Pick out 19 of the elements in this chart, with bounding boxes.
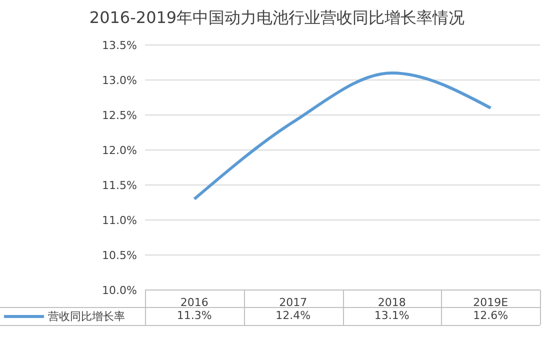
text: 12.4% bbox=[276, 309, 311, 322]
chart-title: 2016-2019年中国动力电池行业营收同比增长率情况 bbox=[88, 8, 466, 29]
legend-label: 营收同比增长率 bbox=[47, 309, 125, 325]
text: 12.6% bbox=[473, 309, 508, 322]
y-tick-label: 10.5% bbox=[102, 248, 137, 262]
y-tick-label: 12.0% bbox=[102, 144, 137, 157]
y-tick-label: 12.5% bbox=[102, 108, 137, 122]
line-series bbox=[192, 72, 492, 200]
text: 13.1% bbox=[374, 309, 410, 322]
y-tick-label: 13.0% bbox=[102, 74, 137, 87]
x-tick-label: 2018 bbox=[378, 296, 406, 309]
y-tick-label: 10.0% bbox=[102, 284, 137, 297]
y-tick-label: 11.5% bbox=[102, 178, 137, 192]
y-tick-label: 13.5% bbox=[102, 38, 137, 52]
x-tick-label: 2016 bbox=[180, 296, 208, 309]
y-tick-label: 11.0% bbox=[102, 214, 137, 227]
text: 11.3% bbox=[176, 309, 212, 322]
x-tick-label: 2017 bbox=[279, 296, 308, 309]
x-tick-label: 2019E bbox=[473, 296, 508, 309]
